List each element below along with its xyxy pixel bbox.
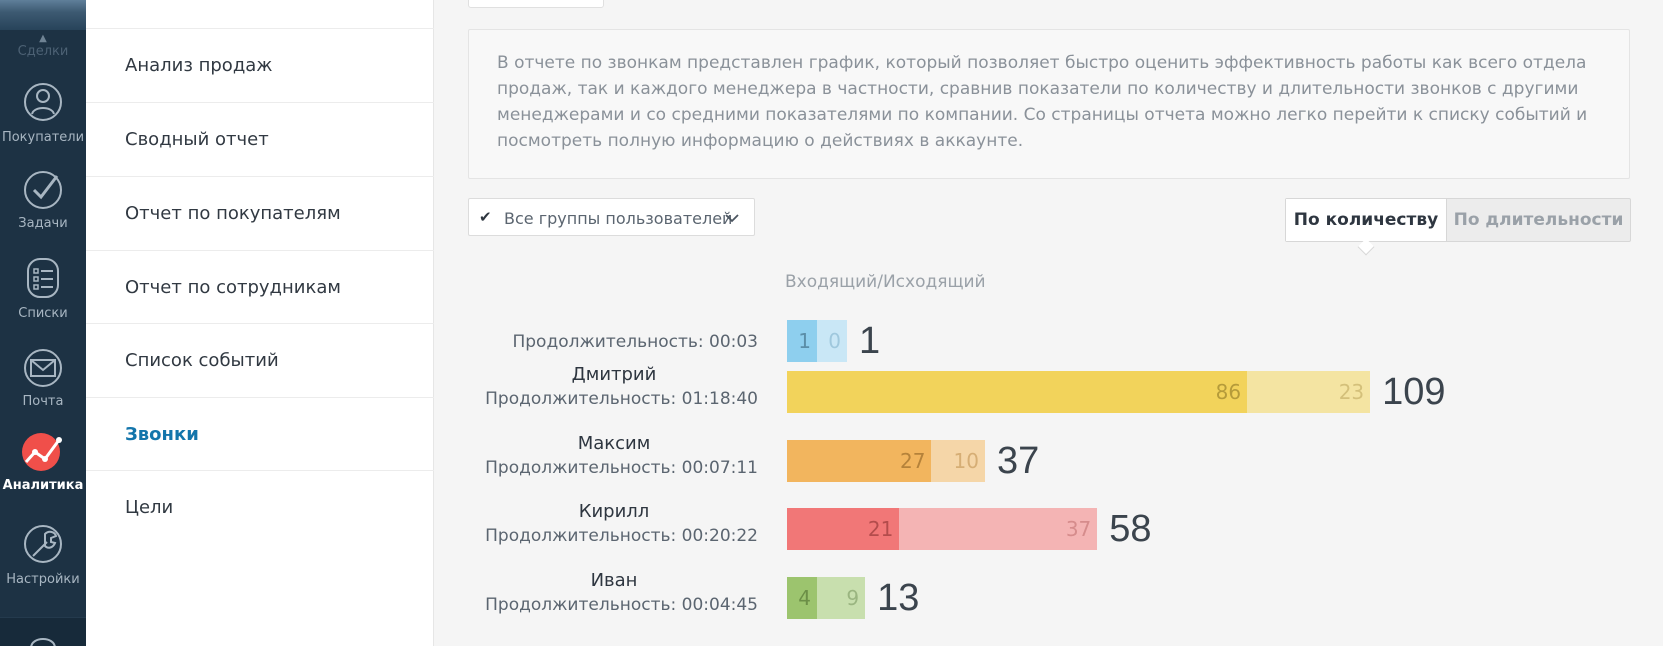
- incoming-bar[interactable]: 86: [787, 371, 1248, 413]
- submenu-item-calls[interactable]: Звонки: [86, 397, 434, 471]
- submenu-item-label: Звонки: [125, 424, 199, 445]
- submenu-item-label: Анализ продаж: [125, 55, 273, 76]
- submenu-item-label: Отчет по покупателям: [125, 203, 341, 224]
- incoming-bar[interactable]: 1: [787, 320, 817, 362]
- call-duration: Продолжительность: 00:07:11: [485, 458, 758, 478]
- incoming-bar[interactable]: 21: [787, 508, 900, 550]
- incoming-bar[interactable]: 4: [787, 577, 817, 619]
- customers-icon: [24, 83, 62, 121]
- call-duration: Продолжительность: 01:18:40: [485, 389, 758, 409]
- manager-name[interactable]: Дмитрий: [571, 364, 657, 385]
- total-calls: 1: [859, 320, 881, 362]
- user-groups-select[interactable]: ✔ Все группы пользователей: [468, 198, 755, 236]
- submenu-item-summary[interactable]: Сводный отчет: [86, 102, 434, 176]
- submenu-item-label: Сводный отчет: [125, 129, 269, 150]
- nav-footer: [0, 617, 86, 646]
- main-nav: ▲ Сделки Покупатели Задачи Списки Почта …: [0, 0, 86, 646]
- submenu-item-label: Цели: [125, 497, 174, 518]
- chart-header: Входящий/Исходящий: [785, 272, 986, 292]
- outgoing-bar[interactable]: 0: [817, 320, 847, 362]
- scroll-up-icon[interactable]: ▲: [39, 33, 47, 44]
- nav-item-customers[interactable]: Покупатели: [0, 80, 86, 145]
- nav-label: Почта: [22, 394, 64, 409]
- nav-label: Списки: [18, 306, 68, 321]
- chevron-down-icon: [725, 214, 739, 223]
- outgoing-bar[interactable]: 23: [1247, 371, 1371, 413]
- nav-label: Аналитика: [2, 478, 84, 493]
- analytics-submenu: Анализ продаж Сводный отчет Отчет по пок…: [86, 0, 434, 646]
- nav-item-mail[interactable]: Почта: [0, 348, 86, 409]
- submenu-item-employees-report[interactable]: Отчет по сотрудникам: [86, 250, 434, 324]
- toggle-by-count[interactable]: По количеству: [1286, 199, 1447, 241]
- incoming-bar[interactable]: 27: [787, 440, 932, 482]
- nav-item-analytics[interactable]: Аналитика: [0, 432, 86, 493]
- manager-name[interactable]: Максим: [577, 433, 651, 454]
- total-calls: 37: [996, 440, 1040, 482]
- submenu-item-sales-analysis[interactable]: Анализ продаж: [86, 28, 434, 102]
- call-duration: Продолжительность: 00:03: [512, 332, 758, 352]
- submenu-item-label: Отчет по сотрудникам: [125, 277, 341, 298]
- total-calls: 109: [1382, 371, 1446, 413]
- nav-item-settings[interactable]: Настройки: [0, 522, 86, 587]
- report-description: В отчете по звонкам представлен график, …: [468, 29, 1630, 179]
- user-groups-label: Все группы пользователей: [504, 209, 733, 228]
- active-pointer: [1357, 238, 1375, 256]
- nav-item-lists[interactable]: Списки: [0, 256, 86, 321]
- nav-label: Задачи: [18, 216, 68, 231]
- main-content: В отчете по звонкам представлен график, …: [434, 0, 1663, 646]
- nav-item-tasks[interactable]: Задачи: [0, 170, 86, 231]
- manager-name[interactable]: Иван: [590, 570, 638, 591]
- check-icon: ✔: [479, 208, 492, 226]
- submenu-item-customers-report[interactable]: Отчет по покупателям: [86, 176, 434, 250]
- period-select[interactable]: [468, 0, 604, 8]
- outgoing-bar[interactable]: 37: [899, 508, 1098, 550]
- manager-name[interactable]: Кирилл: [578, 501, 650, 522]
- nav-item-deals[interactable]: Сделки: [17, 44, 69, 59]
- account-photo[interactable]: [0, 0, 86, 30]
- total-calls: 58: [1109, 508, 1152, 550]
- submenu-item-goals[interactable]: Цели: [86, 470, 434, 544]
- tasks-icon: [24, 171, 62, 209]
- call-duration: Продолжительность: 00:04:45: [485, 595, 758, 615]
- help-icon[interactable]: [28, 628, 58, 646]
- call-duration: Продолжительность: 00:20:22: [485, 526, 758, 546]
- mail-icon: [24, 349, 62, 387]
- nav-label: Покупатели: [1, 130, 85, 145]
- total-calls: 13: [877, 577, 920, 619]
- outgoing-bar[interactable]: 9: [817, 577, 866, 619]
- lists-icon: [27, 258, 59, 298]
- analytics-icon: [22, 433, 62, 471]
- toggle-by-duration[interactable]: По длительности: [1453, 210, 1624, 230]
- outgoing-bar[interactable]: 10: [931, 440, 985, 482]
- settings-icon: [24, 525, 62, 563]
- nav-label: Настройки: [6, 572, 80, 587]
- submenu-item-events[interactable]: Список событий: [86, 323, 434, 397]
- metric-toggle: По количеству По длительности: [1285, 198, 1631, 256]
- description-text: В отчете по звонкам представлен график, …: [497, 53, 1588, 151]
- submenu-item-label: Список событий: [125, 350, 279, 371]
